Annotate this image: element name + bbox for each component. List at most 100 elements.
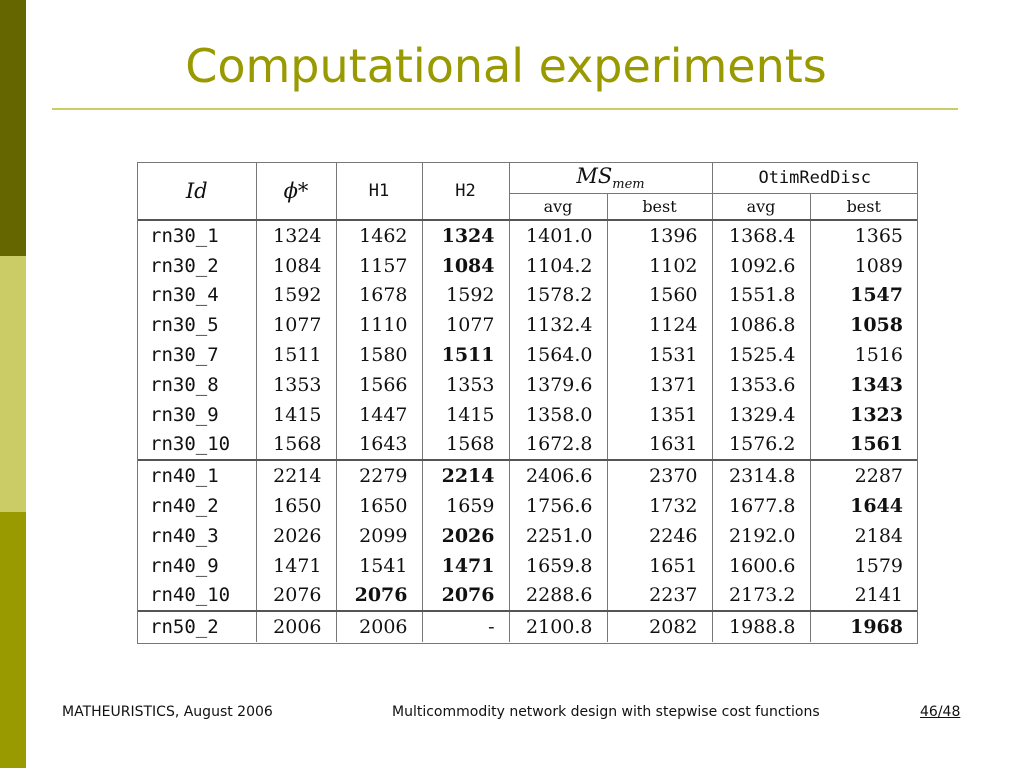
cell-h1: 2076 xyxy=(336,580,423,613)
cell-h1: 1643 xyxy=(336,429,423,462)
cell-ot-best: 1547 xyxy=(850,284,903,307)
header-ms-main: MS xyxy=(576,163,613,188)
cell-ot-best: 1644 xyxy=(850,495,903,518)
cell-ms-avg: 1756.6 xyxy=(509,491,608,521)
table-row: rn40_10 2076 2076 2076 2288.6 2237 2173.2 2141 xyxy=(138,580,917,613)
cell-h2: 1415 xyxy=(422,399,510,430)
cell-phi: 1415 xyxy=(256,399,337,430)
footer-conference: MATHEURISTICS, August 2006 xyxy=(62,704,273,720)
cell-h1: 2279 xyxy=(336,460,423,492)
cell-ot-avg: 1353.6 xyxy=(712,369,811,400)
cell-ot-best: 1516 xyxy=(854,344,903,367)
table-row: rn40_3 2026 2099 2026 2251.0 2246 2192.0 2184 xyxy=(138,520,917,551)
title-divider xyxy=(52,108,958,110)
cell-h1: 1157 xyxy=(336,250,423,281)
header-otimreddisc: OtimRedDisc xyxy=(712,163,917,194)
cell-h2: - xyxy=(422,611,510,643)
cell-h2: 1511 xyxy=(422,340,510,370)
cell-h1: 1541 xyxy=(336,550,423,581)
header-ms-best: best xyxy=(607,193,713,221)
cell-h1: 1650 xyxy=(336,491,423,521)
cell-id: rn30_9 xyxy=(138,399,257,430)
cell-h2: 1324 xyxy=(422,220,510,251)
cell-h2: 1077 xyxy=(422,310,510,341)
sidebar-decoration xyxy=(0,0,26,768)
cell-id: rn50_2 xyxy=(138,611,257,643)
header-ms-mem: MSmem xyxy=(509,163,713,194)
header-phi: ϕ* xyxy=(256,163,337,221)
cell-id: rn30_7 xyxy=(138,340,257,370)
cell-ms-avg: 1672.8 xyxy=(509,429,608,462)
footer-page-number: 46/48 xyxy=(920,704,961,720)
cell-ms-avg: 1379.6 xyxy=(509,369,608,400)
cell-ms-avg: 1564.0 xyxy=(509,340,608,370)
header-ms-sub: mem xyxy=(612,177,645,193)
cell-h1: 2099 xyxy=(336,520,423,551)
cell-ms-best: 2237 xyxy=(607,580,713,613)
cell-phi: 1471 xyxy=(256,550,337,581)
table-row: rn40_1 2214 2279 2214 2406.6 2370 2314.8 2287 xyxy=(138,460,917,492)
table-row: rn30_2 1084 1157 1084 1104.2 1102 1092.6 1089 xyxy=(138,250,917,281)
sidebar-segment-light xyxy=(0,256,26,512)
cell-ms-avg: 2251.0 xyxy=(509,520,608,551)
cell-h2: 1659 xyxy=(422,491,510,521)
cell-ms-best: 1651 xyxy=(607,550,713,581)
cell-id: rn30_1 xyxy=(138,220,257,251)
table-row: rn30_9 1415 1447 1415 1358.0 1351 1329.4 1323 xyxy=(138,399,917,430)
table-row: rn30_4 1592 1678 1592 1578.2 1560 1551.8 1547 xyxy=(138,280,917,311)
table-body: rn30_1 1324 1462 1324 1401.0 1396 1368.4 1365 rn… xyxy=(138,220,917,643)
cell-ms-best: 1531 xyxy=(607,340,713,370)
cell-ms-avg: 2288.6 xyxy=(509,580,608,613)
cell-ms-best: 1396 xyxy=(607,220,713,251)
cell-phi: 1568 xyxy=(256,429,337,462)
cell-ms-best: 1351 xyxy=(607,399,713,430)
cell-ot-best: 1343 xyxy=(850,373,903,396)
cell-id: rn30_2 xyxy=(138,250,257,281)
cell-ot-best: 1561 xyxy=(810,429,917,462)
cell-h1: 2006 xyxy=(336,611,423,643)
cell-phi: 2076 xyxy=(256,580,337,613)
header-id: Id xyxy=(138,163,257,221)
cell-id: rn40_10 xyxy=(138,580,257,613)
cell-ot-avg: 1551.8 xyxy=(712,280,811,311)
cell-ms-avg: 1104.2 xyxy=(509,250,608,281)
cell-ot-avg: 1086.8 xyxy=(712,310,811,341)
table-row: rn40_2 1650 1650 1659 1756.6 1732 1677.8 1644 xyxy=(138,491,917,521)
cell-ot-avg: 1677.8 xyxy=(712,491,811,521)
cell-ot-best: 2287 xyxy=(854,465,903,488)
cell-phi: 1650 xyxy=(256,491,337,521)
cell-phi: 1324 xyxy=(256,220,337,251)
table-row: rn50_2 2006 2006-2100.8 2082 1988.8 1968 xyxy=(138,611,917,643)
cell-ot-avg: 1329.4 xyxy=(712,399,811,430)
cell-phi: 1511 xyxy=(256,340,337,370)
cell-h2: 2214 xyxy=(422,460,510,492)
cell-h2: 2076 xyxy=(422,580,510,613)
cell-phi: 2006 xyxy=(256,611,337,643)
cell-h2: 1084 xyxy=(422,250,510,281)
cell-ms-avg: 2406.6 xyxy=(509,460,608,492)
cell-phi: 2026 xyxy=(256,520,337,551)
cell-ot-avg: 1576.2 xyxy=(712,429,811,462)
header-h1: H1 xyxy=(336,163,423,221)
cell-ot-avg: 1525.4 xyxy=(712,340,811,370)
cell-h2: 1471 xyxy=(422,550,510,581)
cell-ms-best: 2082 xyxy=(607,611,713,643)
cell-ot-best: 1058 xyxy=(850,314,903,337)
table-row: rn30_1 1324 1462 1324 1401.0 1396 1368.4 1365 xyxy=(138,220,917,251)
cell-ot-avg: 2173.2 xyxy=(712,580,811,613)
cell-ot-best: 2141 xyxy=(810,580,917,613)
results-table: Id ϕ* H1 H2 MSmem OtimRedDisc avg best a… xyxy=(138,163,917,643)
cell-ot-avg: 1600.6 xyxy=(712,550,811,581)
cell-ms-avg: 1132.4 xyxy=(509,310,608,341)
cell-phi: 1077 xyxy=(256,310,337,341)
cell-ot-best: 2184 xyxy=(854,524,903,547)
cell-ms-avg: 1659.8 xyxy=(509,550,608,581)
cell-phi: 2214 xyxy=(256,460,337,492)
cell-ms-avg: 1578.2 xyxy=(509,280,608,311)
cell-ms-best: 2370 xyxy=(607,460,713,492)
cell-id: rn40_1 xyxy=(138,460,257,492)
cell-ot-best: 1365 xyxy=(854,224,903,247)
table-row: rn30_10 1568 1643 1568 1672.8 1631 1576.2 1561 xyxy=(138,429,917,462)
table-row: rn30_8 1353 1566 1353 1379.6 1371 1353.6 1343 xyxy=(138,369,917,400)
cell-h2: 1568 xyxy=(422,429,510,462)
